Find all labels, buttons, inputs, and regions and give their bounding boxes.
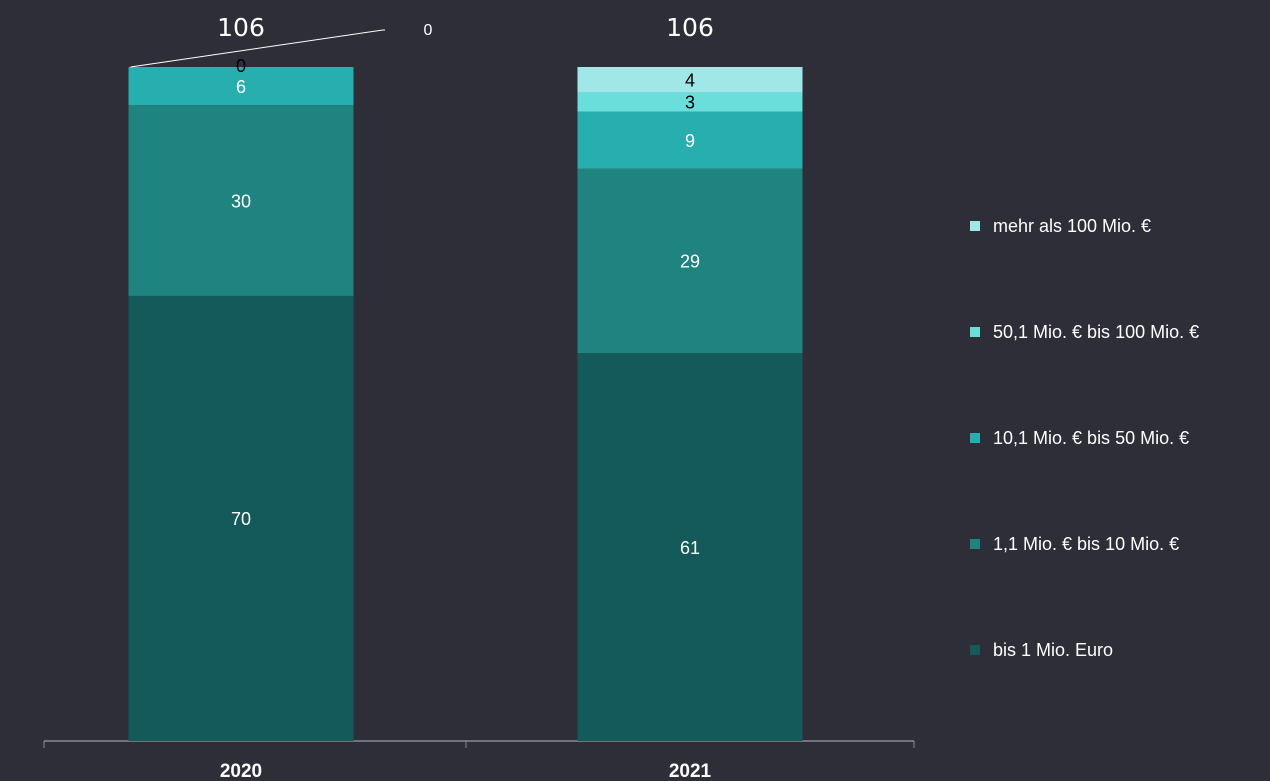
- data-label: 6: [236, 77, 246, 97]
- legend-swatch: [970, 221, 980, 231]
- bar-segment: [577, 353, 803, 741]
- data-label: 70: [231, 509, 251, 529]
- bar-segment: [128, 295, 354, 741]
- data-label: 0: [424, 22, 433, 39]
- legend-label: 10,1 Mio. € bis 50 Mio. €: [993, 428, 1189, 448]
- legend-label: bis 1 Mio. Euro: [993, 640, 1113, 660]
- data-label: 30: [231, 191, 251, 211]
- data-label: 4: [685, 70, 695, 90]
- legend-label: mehr als 100 Mio. €: [993, 216, 1151, 236]
- data-label: 0: [236, 56, 246, 76]
- legend-swatch: [970, 433, 980, 443]
- x-tick-label: 2021: [669, 761, 712, 781]
- data-label: 29: [680, 252, 700, 272]
- bar-segment: [128, 105, 354, 296]
- data-label: 9: [685, 131, 695, 151]
- leader-line: [130, 29, 385, 68]
- data-label: 3: [685, 93, 695, 113]
- legend-label: 1,1 Mio. € bis 10 Mio. €: [993, 534, 1179, 554]
- legend-swatch: [970, 327, 980, 337]
- legend-swatch: [970, 645, 980, 655]
- legend-label: 50,1 Mio. € bis 100 Mio. €: [993, 322, 1199, 342]
- bar-segment: [577, 168, 803, 354]
- legend-swatch: [970, 539, 980, 549]
- total-label: 106: [217, 13, 265, 42]
- bar-segment: [128, 67, 354, 106]
- total-label: 106: [666, 13, 714, 42]
- bar-segment: [577, 92, 803, 112]
- data-label: 61: [680, 538, 700, 558]
- bar-segment: [577, 67, 803, 93]
- x-tick-label: 2020: [220, 761, 262, 781]
- bar-segment: [577, 111, 803, 169]
